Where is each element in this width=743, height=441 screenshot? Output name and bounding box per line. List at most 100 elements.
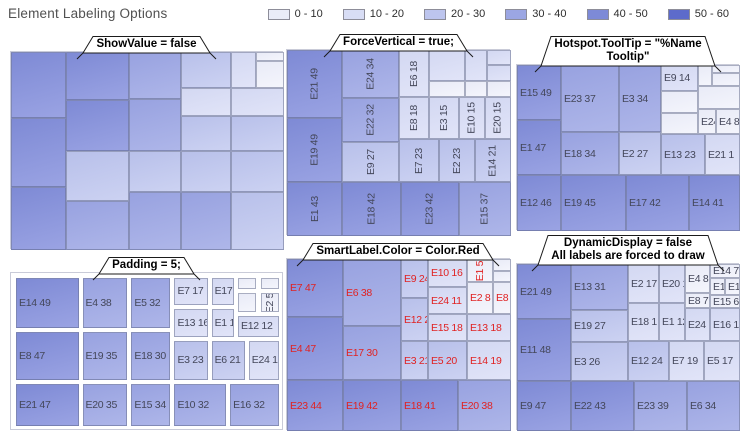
treemap-cell[interactable]: E18 1 [628,303,659,341]
treemap-cell[interactable] [712,73,740,86]
treemap-cell[interactable]: E4 8 [685,264,710,293]
treemap-cell[interactable]: E23 39 [634,381,687,431]
treemap-cell[interactable]: E7 23 [399,139,439,182]
treemap-cell[interactable] [129,192,181,250]
treemap-cell[interactable] [493,259,511,271]
treemap-cell[interactable] [256,52,284,61]
treemap-cell[interactable]: E12 46 [517,175,561,231]
treemap-cell[interactable]: E22 43 [571,381,634,431]
treemap-cell[interactable] [487,81,511,97]
treemap-cell[interactable]: E8 47 [16,331,79,380]
treemap-cell[interactable]: E18 34 [561,132,619,175]
treemap-cell[interactable]: E5 20 [428,341,467,380]
treemap-cell[interactable] [66,100,129,151]
treemap-cell[interactable] [661,91,698,113]
treemap-cell[interactable]: E24 34 [342,50,399,98]
treemap-cell[interactable]: E22 32 [342,98,399,142]
treemap-cell[interactable]: E3 26 [571,342,628,381]
treemap-cell[interactable] [698,86,740,109]
treemap-cell[interactable]: E8 [493,282,511,314]
treemap-cell[interactable] [661,113,698,134]
treemap-cell[interactable]: E14 21 [475,139,511,182]
treemap-cell[interactable] [465,50,487,81]
treemap-cell[interactable]: E7 47 [287,259,343,317]
treemap-cell[interactable]: E14 19 [467,341,511,380]
treemap-cell[interactable]: E6 21 [211,340,245,380]
treemap-cell[interactable] [181,52,231,88]
treemap-cell[interactable]: E18 42 [342,182,401,236]
treemap-cell[interactable] [231,88,284,116]
treemap-cell[interactable]: E5 17 [704,341,740,381]
treemap-cell[interactable] [429,81,465,97]
treemap-cell[interactable]: E23 37 [561,65,619,132]
treemap-cell[interactable] [256,61,284,88]
treemap-cell[interactable]: E16 32 [230,383,279,426]
treemap-cell[interactable]: E20 15 [485,97,511,139]
treemap-cell[interactable]: E12 23 [401,298,428,341]
treemap-cell[interactable]: E14 41 [689,175,740,231]
treemap-cell[interactable]: E1 1 [211,308,234,337]
treemap-cell[interactable]: E7 17 [174,278,208,305]
treemap-cell[interactable] [129,151,181,192]
treemap-cell[interactable] [231,116,284,151]
treemap-cell[interactable]: E9 27 [342,142,399,182]
treemap-cell[interactable] [11,118,66,187]
treemap-cell[interactable]: E21 47 [16,383,79,426]
treemap-cell[interactable]: E8 7 [685,293,710,308]
treemap-cell[interactable]: E15 6 [710,295,740,308]
treemap-cell[interactable]: E8 18 [399,97,429,139]
treemap-cell[interactable]: E14 49 [16,278,79,328]
treemap-cell[interactable]: E1 43 [287,182,342,236]
treemap-cell[interactable] [238,293,257,313]
treemap-cell[interactable]: E19 49 [287,118,342,182]
treemap-cell[interactable]: E19 27 [571,310,628,342]
treemap-cell[interactable]: E21 49 [517,264,571,319]
treemap-cell[interactable]: E18 41 [401,380,458,431]
treemap-cell[interactable]: E9 47 [517,381,571,431]
treemap-cell[interactable] [465,81,487,97]
treemap-cell[interactable]: E11 48 [517,319,571,381]
treemap-cell[interactable]: E9 24 [401,259,428,298]
treemap-cell[interactable]: E13 31 [571,264,628,310]
treemap-cell[interactable] [493,271,511,282]
treemap-cell[interactable]: E10 16 [428,259,467,287]
treemap-cell[interactable] [487,65,511,81]
treemap-cell[interactable]: E21 49 [287,50,342,118]
treemap-cell[interactable] [11,52,66,118]
treemap-cell[interactable] [231,151,284,192]
treemap-cell[interactable]: E23 42 [401,182,459,236]
treemap-cell[interactable]: E1 47 [517,120,561,175]
treemap-cell[interactable]: E2 8 [467,282,493,314]
treemap-cell[interactable] [181,151,231,192]
treemap-cell[interactable] [260,278,279,290]
treemap-cell[interactable]: E19 42 [343,380,401,431]
treemap-cell[interactable]: E1 [710,278,725,295]
treemap-cell[interactable]: E12 12 [238,316,279,337]
treemap-cell[interactable]: E20 35 [82,383,128,426]
treemap-cell[interactable]: E2 17 [628,264,659,303]
treemap-cell[interactable] [231,192,284,250]
treemap-cell[interactable]: E6 18 [399,50,429,97]
treemap-cell[interactable]: E15 37 [459,182,511,236]
treemap-cell[interactable]: E9 14 [661,65,698,91]
treemap-cell[interactable]: E24 [698,109,716,134]
treemap-cell[interactable]: E24 1 [248,340,279,380]
treemap-cell[interactable]: E19 45 [561,175,626,231]
treemap-cell[interactable]: E13 23 [661,134,705,175]
treemap-cell[interactable]: E20 38 [458,380,511,431]
treemap-cell[interactable]: E2 27 [619,132,661,175]
treemap-cell[interactable]: E1 12 [659,303,685,341]
treemap-cell[interactable]: E10 15 [459,97,485,139]
treemap-cell[interactable]: E19 35 [82,331,128,380]
treemap-cell[interactable]: E17 1 [211,278,234,305]
treemap-cell[interactable]: E24 11 [428,287,467,314]
treemap-cell[interactable] [238,278,257,290]
treemap-cell[interactable]: E1 [725,278,740,295]
treemap-cell[interactable]: E14 7 [710,264,740,278]
treemap-cell[interactable]: E12 24 [628,341,669,381]
treemap-cell[interactable]: E24 1 [685,308,710,341]
treemap-cell[interactable]: E16 1 [710,308,740,341]
treemap-cell[interactable]: E5 32 [131,278,171,328]
treemap-cell[interactable]: E6 38 [343,259,401,326]
treemap-cell[interactable] [66,201,129,250]
